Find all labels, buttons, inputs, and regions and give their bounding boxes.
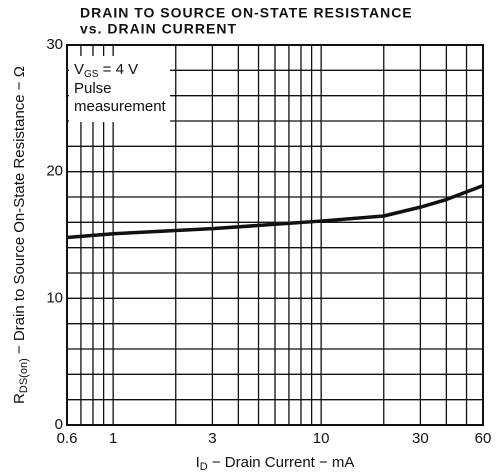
annotation-part: = 4 V (98, 61, 138, 78)
y-tick-label: 0 (55, 416, 63, 433)
annotation: VGS = 4 V (74, 61, 138, 80)
x-tick-label: 30 (412, 430, 429, 447)
x-tick-label: 60 (475, 430, 492, 447)
data-line (66, 183, 484, 240)
annotation-part: V (74, 61, 84, 78)
annotation-sub: GS (84, 69, 99, 80)
y-tick-label: 30 (46, 36, 63, 53)
x-label-part: − Drain Current − mA (208, 454, 355, 471)
y-tick-label: 20 (46, 163, 63, 180)
annotation-box (69, 56, 170, 122)
plot-frame (66, 44, 484, 426)
chart-title: DRAIN TO SOURCE ON-STATE RESISTANCE (80, 5, 413, 21)
x-axis-label: ID − Drain Current − mA (196, 454, 355, 473)
y-label-part: R (11, 393, 28, 404)
x-tick-label: 3 (208, 430, 216, 447)
y-label-part: − Drain to Source On-State Resistance − … (11, 66, 28, 358)
x-tick-label: 0.6 (57, 430, 78, 447)
x-tick-label: 10 (313, 430, 330, 447)
chart-subtitle: vs. DRAIN CURRENT (80, 21, 237, 37)
y-axis-label: RDS(on) − Drain to Source On-State Resis… (11, 66, 30, 404)
x-label-sub: D (200, 461, 208, 473)
y-label-sub: DS(on) (18, 358, 30, 393)
y-tick-label: 10 (46, 289, 63, 306)
x-label-part: I (196, 454, 200, 471)
x-tick-label: 1 (109, 430, 117, 447)
annotation-line: Pulse (74, 80, 112, 97)
annotation-line: measurement (74, 98, 167, 115)
